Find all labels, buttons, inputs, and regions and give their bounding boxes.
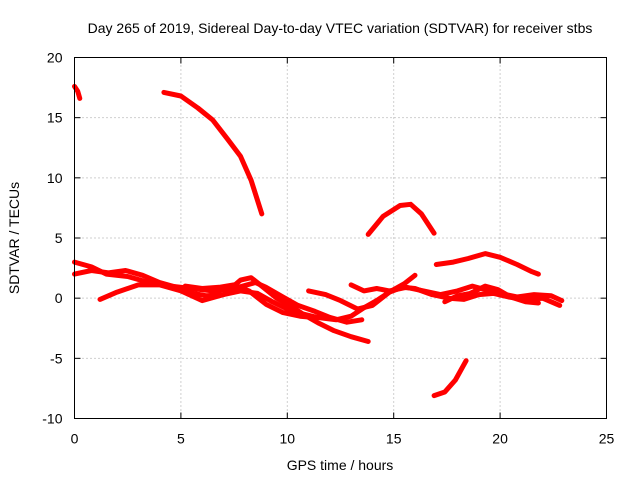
x-tick-label: 15 [386, 431, 402, 447]
x-tick-label: 25 [599, 431, 615, 447]
series-arc-5 [431, 358, 469, 399]
x-tick-label: 0 [71, 431, 79, 447]
series-arc-3 [365, 201, 437, 237]
grid-layer [74, 57, 607, 419]
x-tick-label: 20 [492, 431, 508, 447]
y-tick-label: 5 [55, 230, 63, 246]
y-tick-label: 10 [47, 170, 63, 186]
y-tick-label: -5 [50, 350, 63, 366]
series-arc-4 [433, 251, 541, 277]
x-tick-label: 10 [280, 431, 296, 447]
series-arc-2 [161, 89, 265, 217]
tick-layer: 0 5 10 15 20 25 -10 -5 0 5 10 15 20 [42, 50, 614, 447]
x-axis-label: GPS time / hours [287, 457, 394, 473]
series-layer [72, 83, 565, 399]
chart-title: Day 265 of 2019, Sidereal Day-to-day VTE… [88, 20, 593, 36]
series-arc-12 [442, 283, 541, 306]
x-tick-label: 5 [177, 431, 185, 447]
y-tick-label: 20 [47, 50, 63, 66]
series-arc-9 [182, 282, 316, 320]
series-arc-11 [348, 282, 565, 304]
series-arc-10 [306, 272, 418, 312]
y-tick-label: 15 [47, 110, 63, 126]
y-axis-label: SDTVAR / TECUs [6, 182, 22, 294]
y-tick-label: 0 [55, 290, 63, 306]
series-arc-1 [72, 83, 83, 101]
y-tick-label: -10 [42, 411, 62, 427]
series-arc-8 [97, 275, 371, 344]
